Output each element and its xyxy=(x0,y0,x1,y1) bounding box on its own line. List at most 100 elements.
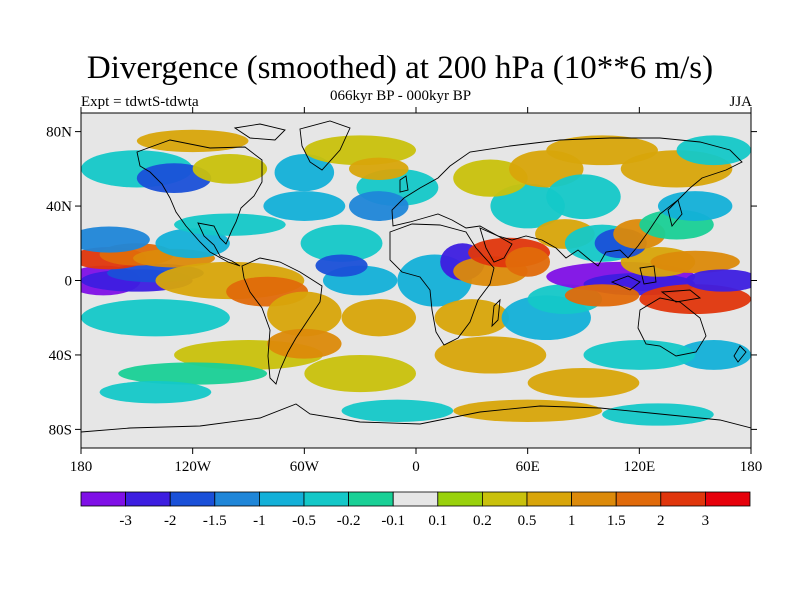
colorbar-swatch xyxy=(660,491,706,507)
lon-tick-label: 60W xyxy=(290,459,320,475)
divergence-contour-region xyxy=(349,191,409,221)
divergence-field xyxy=(81,129,751,426)
divergence-contour-region xyxy=(81,226,150,253)
coastline-new-zealand xyxy=(733,345,747,363)
colorbar-label: -3 xyxy=(119,513,132,529)
colorbar-swatch xyxy=(392,491,439,507)
season-label: JJA xyxy=(729,94,752,110)
divergence-contour-region xyxy=(657,191,733,221)
divergence-contour-region xyxy=(685,269,751,292)
divergence-contour-region xyxy=(267,328,342,359)
divergence-contour-region xyxy=(676,340,751,370)
plot-subtitle: 066kyr BP - 000kyr BP xyxy=(330,88,472,104)
divergence-contour-region xyxy=(274,153,335,192)
lon-tick-label: 0 xyxy=(412,459,420,475)
divergence-contour-region xyxy=(546,174,621,220)
lon-tick-label: 120E xyxy=(623,459,655,475)
colorbar-label: 1 xyxy=(568,513,576,529)
divergence-contour-region xyxy=(602,403,714,426)
coastlines xyxy=(81,120,751,433)
lat-tick-label: 40S xyxy=(49,348,72,364)
coastline-africa xyxy=(389,223,495,346)
coastline-british-isles xyxy=(399,175,409,193)
colorbar-swatch xyxy=(705,491,751,507)
divergence-contour-region xyxy=(118,362,268,385)
colorbar-swatch xyxy=(169,491,216,507)
colorbar-swatch xyxy=(303,491,349,507)
colorbar-label: 0.2 xyxy=(473,513,492,529)
colorbar-label: 3 xyxy=(702,513,710,529)
divergence-contour-region xyxy=(81,299,230,337)
coastline-madagascar xyxy=(491,298,501,328)
divergence-contour-region xyxy=(174,213,286,236)
lon-tick-label: 60E xyxy=(516,459,540,475)
colorbar-label: -1 xyxy=(253,513,266,529)
divergence-contour-region xyxy=(300,224,383,262)
plot-title: Divergence (smoothed) at 200 hPa (10**6 … xyxy=(86,50,714,86)
colorbar-swatch xyxy=(571,491,617,507)
coastline-arabia xyxy=(479,227,513,263)
coastline-indonesia xyxy=(610,265,702,303)
coastline-australia xyxy=(637,297,707,357)
colorbar-label: 0.5 xyxy=(518,513,537,529)
divergence-contour-region xyxy=(263,191,346,221)
experiment-label: Expt = tdwtS-tdwta xyxy=(81,94,199,110)
divergence-contour-region xyxy=(546,135,658,166)
lat-tick-label: 40N xyxy=(46,199,72,215)
colorbar-swatch xyxy=(526,491,572,507)
coastline-eurasia xyxy=(391,137,743,267)
divergence-contour-region xyxy=(650,250,740,274)
longitude-axis: 180 120W 60W 0 60E 120E 180 xyxy=(70,107,763,475)
divergence-contour-region xyxy=(564,284,640,307)
colorbar-label: 0.1 xyxy=(428,513,447,529)
lon-tick-label: 180 xyxy=(70,459,93,475)
colorbar-label: 1.5 xyxy=(607,513,626,529)
colorbar-label: -1.5 xyxy=(203,513,227,529)
latitude-axis: 80N 40N 0 40S 80S xyxy=(46,125,757,438)
colorbar-swatch xyxy=(258,491,305,507)
divergence-contour-region xyxy=(583,340,696,370)
lat-tick-label: 80N xyxy=(46,125,72,141)
coastline-japan xyxy=(667,199,683,227)
colorbar-swatch xyxy=(80,491,126,507)
coastline-antarctica xyxy=(81,403,751,433)
colorbar-swatch xyxy=(348,491,394,507)
divergence-contour-region xyxy=(434,336,547,374)
divergence-contour-region xyxy=(304,135,416,166)
divergence-contour-region xyxy=(304,354,416,393)
divergence-contour-region xyxy=(490,183,565,229)
divergence-contour-region xyxy=(349,157,409,180)
colorbar-swatch xyxy=(437,491,483,507)
colorbar-swatch xyxy=(125,491,171,507)
divergence-contour-region xyxy=(315,254,368,277)
colorbar-swatch xyxy=(214,491,260,507)
divergence-contour-region xyxy=(99,381,212,404)
divergence-contour-region xyxy=(136,129,249,153)
colorbar-label: 2 xyxy=(657,513,665,529)
divergence-contour-region xyxy=(155,228,230,259)
lon-tick-label: 120W xyxy=(174,459,212,475)
colorbar-label: -2 xyxy=(164,513,177,529)
divergence-contour-region xyxy=(676,135,751,166)
lon-tick-label: 180 xyxy=(740,459,763,475)
lat-tick-label: 80S xyxy=(49,422,72,438)
divergence-contour-region xyxy=(453,399,603,422)
divergence-contour-region xyxy=(527,367,640,398)
colorbar-label: -0.1 xyxy=(381,513,405,529)
divergence-contour-region xyxy=(341,299,416,337)
divergence-contour-region xyxy=(505,247,550,277)
divergence-contour-region xyxy=(267,291,342,337)
colorbar-label: -0.2 xyxy=(337,513,361,529)
lat-tick-label: 0 xyxy=(65,274,73,290)
divergence-contour-region xyxy=(192,153,268,184)
divergence-contour-region xyxy=(136,163,212,194)
colorbar-swatch xyxy=(481,491,528,507)
colorbar-label: -0.5 xyxy=(292,513,316,529)
coastline-south-america xyxy=(241,257,323,385)
coastline-greenland xyxy=(299,120,351,171)
divergence-contour-region xyxy=(341,399,454,422)
coastline-arctic-islands xyxy=(233,123,286,141)
coastline-north-america xyxy=(136,139,263,267)
colorbar: -3 -2 -1.5 -1 -0.5 -0.2 -0.1 0.1 0.2 0.5 1 1.5 2 3 xyxy=(80,491,751,529)
